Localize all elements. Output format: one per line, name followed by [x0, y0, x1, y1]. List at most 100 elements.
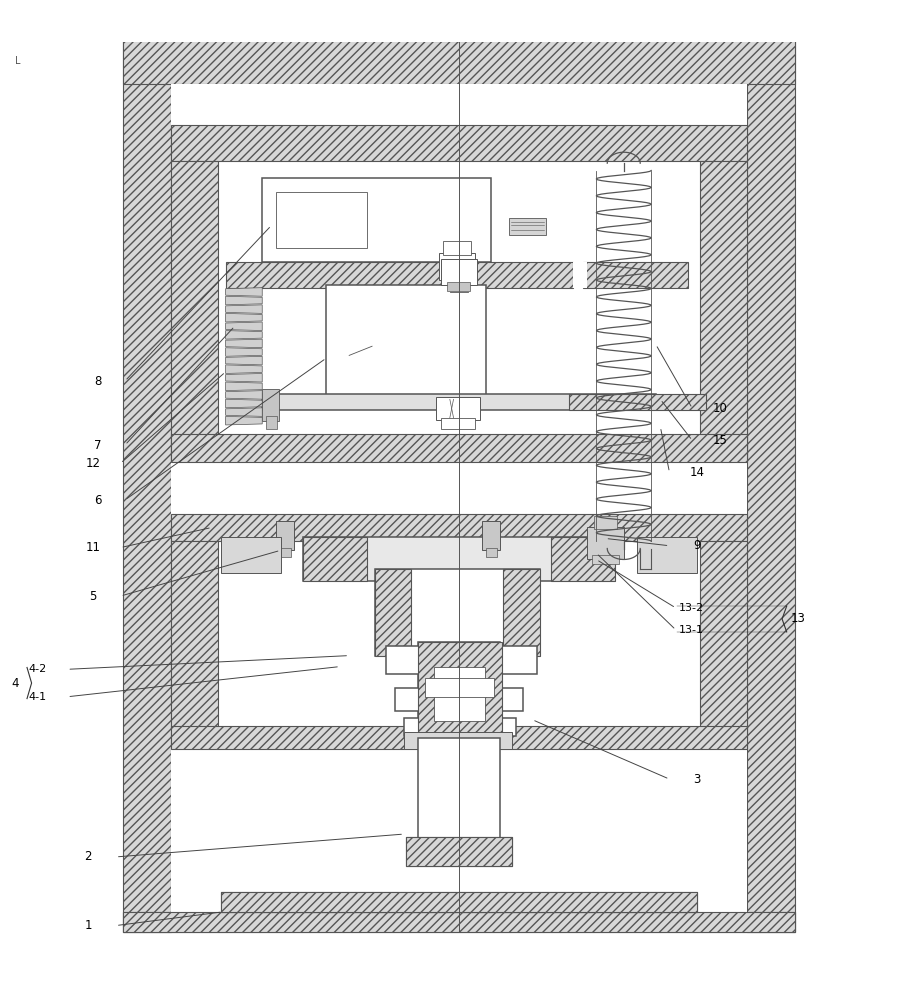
Bar: [574, 262, 588, 288]
Bar: [171, 514, 747, 541]
Polygon shape: [226, 331, 263, 339]
Polygon shape: [226, 391, 263, 399]
Bar: [395, 688, 523, 711]
Bar: [503, 569, 540, 656]
Bar: [425, 678, 494, 697]
Polygon shape: [226, 373, 263, 382]
Text: 9: 9: [693, 539, 700, 552]
Bar: [280, 548, 291, 557]
Text: 13-1: 13-1: [678, 625, 704, 635]
Bar: [439, 253, 476, 280]
Bar: [276, 192, 367, 248]
Bar: [263, 178, 491, 262]
Polygon shape: [226, 305, 263, 313]
Bar: [431, 13, 487, 41]
Bar: [404, 718, 516, 736]
Bar: [356, 2, 373, 13]
Text: 3: 3: [693, 773, 700, 786]
Bar: [434, 667, 485, 721]
Bar: [569, 394, 706, 410]
Bar: [171, 125, 747, 161]
Text: 1: 1: [84, 919, 92, 932]
Bar: [637, 537, 697, 573]
Bar: [448, 279, 468, 289]
Polygon shape: [226, 416, 263, 425]
Polygon shape: [226, 313, 263, 322]
Text: 11: 11: [85, 541, 100, 554]
Text: 4-1: 4-1: [29, 692, 47, 702]
Text: 4: 4: [11, 677, 19, 690]
Bar: [171, 434, 747, 462]
Bar: [509, 218, 546, 235]
Bar: [171, 161, 218, 459]
Bar: [588, 527, 623, 559]
Bar: [404, 732, 512, 749]
Text: 13-2: 13-2: [678, 603, 704, 613]
Bar: [592, 555, 619, 564]
Bar: [123, 36, 795, 84]
Bar: [123, 912, 795, 932]
Text: 8: 8: [94, 375, 101, 388]
Text: 7: 7: [94, 439, 101, 452]
Bar: [441, 259, 477, 285]
Bar: [386, 646, 537, 674]
Text: 6: 6: [94, 493, 101, 506]
Bar: [543, 2, 560, 13]
Bar: [482, 521, 500, 550]
Polygon shape: [226, 288, 263, 296]
Polygon shape: [226, 365, 263, 373]
Bar: [171, 726, 747, 749]
Bar: [266, 416, 277, 429]
Text: 15: 15: [712, 434, 727, 447]
Bar: [399, 16, 519, 36]
Bar: [304, 537, 614, 581]
Polygon shape: [226, 348, 263, 356]
Bar: [551, 537, 614, 581]
Bar: [221, 537, 281, 573]
Polygon shape: [226, 399, 263, 408]
Bar: [418, 738, 500, 839]
Polygon shape: [226, 339, 263, 348]
Bar: [226, 262, 574, 288]
Bar: [418, 642, 500, 738]
Bar: [263, 394, 655, 410]
Bar: [304, 537, 367, 581]
Polygon shape: [226, 382, 263, 391]
Bar: [418, 642, 502, 738]
Bar: [263, 389, 279, 421]
Bar: [353, 13, 376, 41]
Text: 13: 13: [790, 612, 805, 625]
Text: 10: 10: [712, 402, 727, 415]
Bar: [700, 161, 747, 459]
Bar: [443, 241, 471, 255]
Text: 4-2: 4-2: [28, 664, 47, 674]
Bar: [486, 548, 497, 557]
Bar: [436, 397, 480, 420]
Bar: [221, 892, 697, 912]
Bar: [375, 569, 411, 656]
Text: 14: 14: [689, 466, 704, 479]
Bar: [595, 516, 617, 529]
Bar: [123, 912, 795, 932]
Polygon shape: [226, 322, 263, 331]
Bar: [700, 541, 747, 729]
Bar: [171, 541, 218, 729]
Polygon shape: [226, 408, 263, 416]
Bar: [542, 13, 565, 41]
Bar: [276, 521, 295, 550]
Bar: [747, 36, 795, 932]
Bar: [375, 569, 540, 656]
Polygon shape: [226, 356, 263, 365]
Text: L: L: [15, 56, 20, 66]
Text: 2: 2: [84, 850, 92, 863]
Bar: [171, 84, 747, 912]
Bar: [441, 418, 476, 429]
Bar: [406, 837, 512, 866]
Bar: [406, 837, 512, 866]
Bar: [326, 285, 487, 399]
Polygon shape: [226, 296, 263, 305]
Bar: [221, 892, 697, 912]
Bar: [583, 262, 688, 288]
Text: 12: 12: [85, 457, 100, 470]
Bar: [123, 36, 171, 932]
